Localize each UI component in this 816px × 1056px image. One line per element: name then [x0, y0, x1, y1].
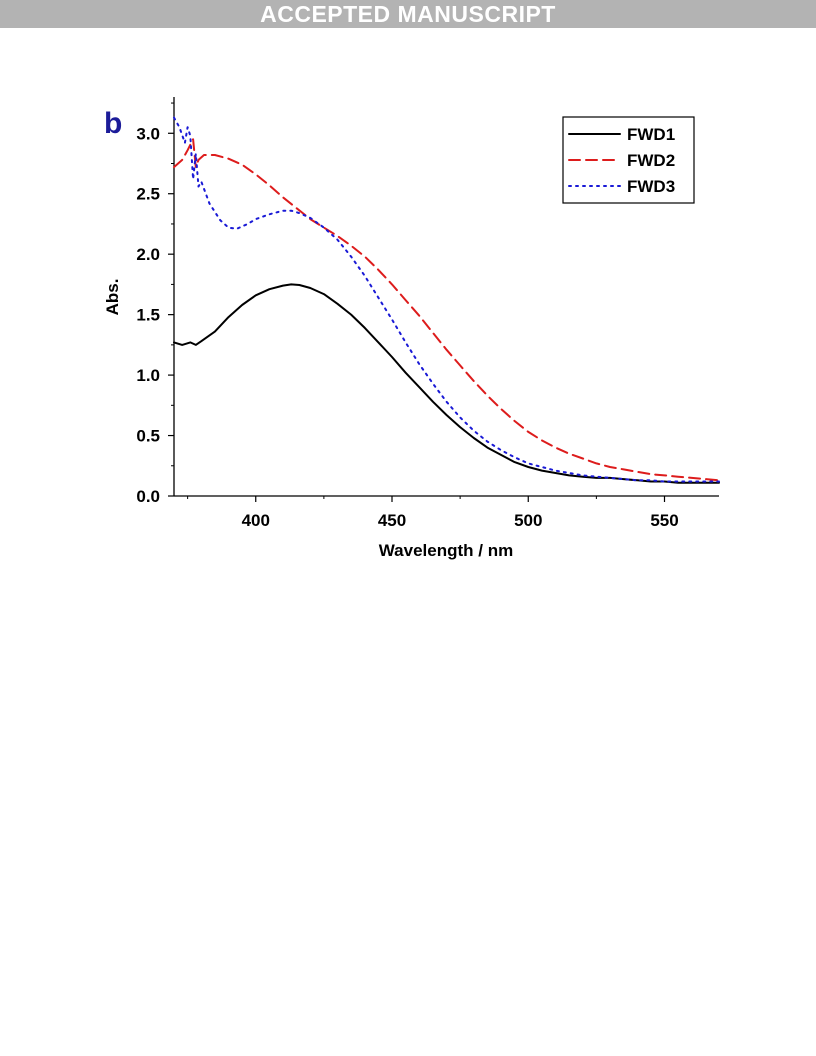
- legend-label-fwd3: FWD3: [627, 177, 675, 196]
- y-tick-label: 3.0: [136, 124, 160, 143]
- x-tick-label: 550: [650, 511, 678, 530]
- series-layer: [173, 116, 720, 484]
- legend-label-fwd1: FWD1: [627, 125, 675, 144]
- legend: FWD1 FWD2 FWD3: [562, 116, 695, 204]
- panel-label: b: [104, 107, 122, 140]
- x-tick-label: 500: [514, 511, 542, 530]
- x-tick-label: 450: [378, 511, 406, 530]
- series-line-fwd3: [173, 116, 720, 483]
- y-tick-label: 1.5: [136, 306, 160, 325]
- y-tick-label: 0.0: [136, 487, 160, 506]
- y-tick-label: 2.5: [136, 185, 160, 204]
- axes: 400 450 500 550 0.0 0.5 1.0 1.5 2.0 2.5 3.0: [136, 97, 719, 530]
- legend-label-fwd2: FWD2: [627, 151, 675, 170]
- legend-box: [562, 116, 695, 204]
- y-tick-label: 1.0: [136, 366, 160, 385]
- banner-text: ACCEPTED MANUSCRIPT: [260, 0, 556, 27]
- series-line-fwd2: [173, 138, 720, 482]
- y-axis-label: Abs.: [103, 279, 122, 316]
- x-tick-label: 400: [242, 511, 270, 530]
- series-line-fwd1: [173, 283, 720, 484]
- y-tick-label: 0.5: [136, 427, 160, 446]
- x-axis-label: Wavelength / nm: [379, 541, 513, 560]
- y-tick-label: 2.0: [136, 245, 160, 264]
- accepted-manuscript-banner: ACCEPTED MANUSCRIPT: [0, 0, 816, 28]
